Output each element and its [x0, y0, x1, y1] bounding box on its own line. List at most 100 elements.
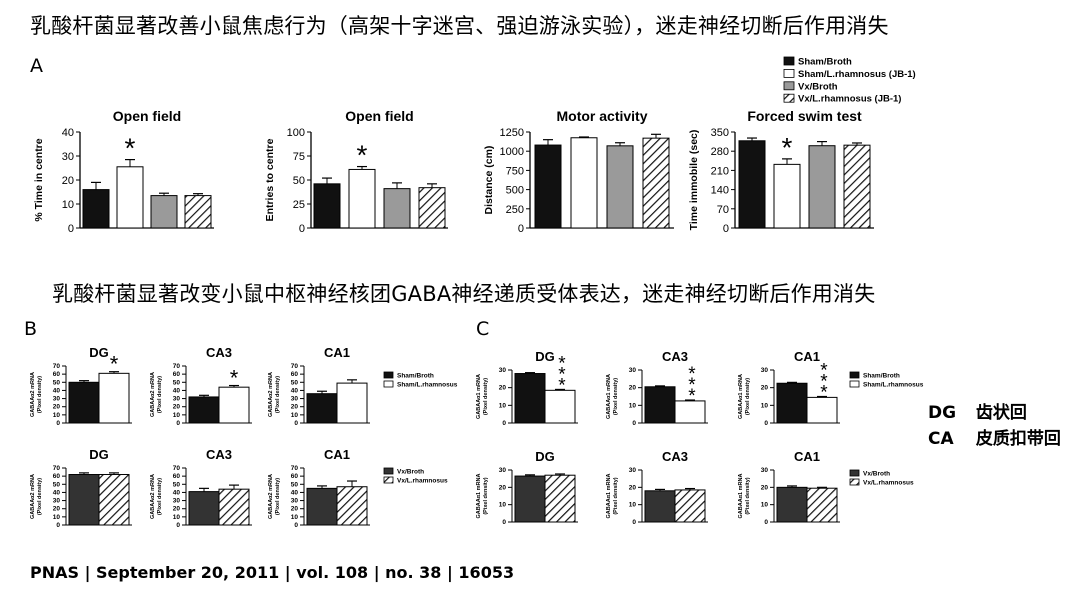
y-tick-label: 20 — [62, 175, 74, 187]
bar — [806, 396, 838, 424]
y-tick-label: 60 — [291, 371, 299, 378]
bar — [773, 163, 801, 229]
legend-label: Vx/L.rhamnosus — [397, 478, 448, 485]
y-tick-label: 30 — [291, 498, 299, 505]
y-axis-label: (Pixel density) — [157, 478, 163, 515]
top-heading: 乳酸杆菌显著改善小鼠焦虑行为（高架十字迷宫、强迫游泳实验），迷走神经切断后作用消… — [30, 14, 889, 38]
y-tick-label: 75 — [293, 151, 305, 163]
bar — [188, 396, 220, 424]
chart-title: Open field — [345, 108, 413, 124]
bar — [606, 145, 634, 229]
significance-marker: * — [820, 361, 828, 382]
y-axis-label: Distance (cm) — [483, 146, 495, 215]
y-tick-label: 0 — [764, 420, 768, 427]
y-tick-label: 40 — [53, 387, 61, 394]
y-tick-label: 0 — [502, 519, 506, 526]
y-tick-label: 10 — [291, 514, 299, 521]
y-tick-label: 10 — [62, 199, 74, 211]
legend-swatch — [383, 476, 394, 484]
middle-heading: 乳酸杆菌显著改变小鼠中枢神经核团GABA神经递质受体表达，迷走神经切断后作用消失 — [52, 282, 876, 306]
y-tick-label: 20 — [761, 385, 769, 392]
bar — [806, 487, 838, 523]
glossary-row-ca: CA 皮质扣带回 — [928, 426, 1061, 452]
y-axis-label: GABAAα1 mRNA — [606, 374, 612, 419]
y-tick-label: 10 — [499, 402, 507, 409]
y-tick-label: 0 — [56, 522, 60, 529]
y-tick-label: 70 — [717, 204, 729, 216]
y-tick-label: 10 — [629, 402, 637, 409]
y-tick-label: 40 — [291, 387, 299, 394]
y-tick-label: 20 — [629, 484, 637, 491]
y-tick-label: 10 — [761, 402, 769, 409]
chart-title: CA3 — [206, 447, 232, 462]
chart-title: Forced swim test — [747, 108, 862, 124]
bar — [544, 389, 576, 424]
significance-marker: * — [688, 364, 696, 385]
glossary-abbr: CA — [928, 429, 954, 449]
y-tick-label: 10 — [53, 412, 61, 419]
y-tick-label: 50 — [173, 481, 181, 488]
y-tick-label: 20 — [291, 506, 299, 513]
citation: PNAS | September 20, 2011 | vol. 108 | n… — [30, 563, 515, 582]
y-tick-label: 50 — [293, 175, 305, 187]
y-tick-label: 20 — [629, 385, 637, 392]
legend-swatch — [383, 380, 394, 388]
legend-swatch — [383, 467, 394, 475]
bar — [336, 382, 368, 424]
y-axis-label: (Pixel density) — [613, 477, 619, 514]
y-tick-label: 70 — [291, 363, 299, 370]
y-tick-label: 10 — [291, 412, 299, 419]
y-tick-label: 50 — [291, 379, 299, 386]
legend-swatch — [849, 371, 860, 379]
legend-label: Sham/Broth — [798, 57, 852, 68]
y-axis-label: (Pixel density) — [483, 477, 489, 514]
y-tick-label: 10 — [629, 502, 637, 509]
glossary-abbr: DG — [928, 403, 957, 423]
y-tick-label: 0 — [176, 522, 180, 529]
legend-label: Vx/Broth — [397, 469, 424, 476]
y-tick-label: 30 — [173, 396, 181, 403]
chart-title: CA1 — [324, 345, 350, 360]
panel-label-a: A — [30, 55, 43, 77]
bar — [82, 189, 110, 229]
chart-15: CA3 GABAAα1 mRNA (Pixel density) 0 10 20 30 — [606, 449, 708, 526]
y-tick-label: 0 — [176, 420, 180, 427]
chart-title: Motor activity — [556, 108, 647, 124]
bar — [336, 486, 368, 526]
bar — [188, 491, 220, 526]
y-tick-label: 280 — [711, 146, 729, 158]
y-tick-label: 40 — [173, 387, 181, 394]
bar — [642, 137, 670, 229]
chart-title: CA3 — [206, 345, 232, 360]
y-tick-label: 50 — [53, 379, 61, 386]
glossary-meaning: 皮质扣带回 — [975, 429, 1061, 449]
bar — [184, 195, 212, 229]
bar — [306, 487, 338, 526]
panel-label-c: C — [476, 318, 490, 340]
legend-b-sham: Sham/Broth Sham/L.rhamnosus — [383, 371, 458, 389]
chart-title: CA3 — [662, 349, 688, 364]
bar — [776, 382, 808, 424]
y-tick-label: 20 — [291, 404, 299, 411]
bar — [534, 144, 562, 229]
y-tick-label: 60 — [53, 371, 61, 378]
y-tick-label: 25 — [293, 199, 305, 211]
bar — [348, 168, 376, 229]
y-axis-label: GABAAα1 mRNA — [606, 474, 612, 519]
y-tick-label: 20 — [173, 506, 181, 513]
legend-swatch — [849, 478, 860, 486]
chart-title: DG — [89, 447, 109, 462]
y-tick-label: 60 — [291, 473, 299, 480]
y-tick-label: 30 — [629, 367, 637, 374]
y-tick-label: 30 — [761, 467, 769, 474]
bar — [843, 144, 871, 229]
y-tick-label: 0 — [294, 522, 298, 529]
y-axis-label: (Pixel density) — [745, 477, 751, 514]
y-tick-label: 500 — [506, 185, 524, 197]
chart-2: Open field Entries to centre 0 25 50 75 100 * — [264, 108, 448, 235]
y-axis-label: GABAAα2 mRNA — [268, 474, 274, 519]
bar — [306, 393, 338, 424]
